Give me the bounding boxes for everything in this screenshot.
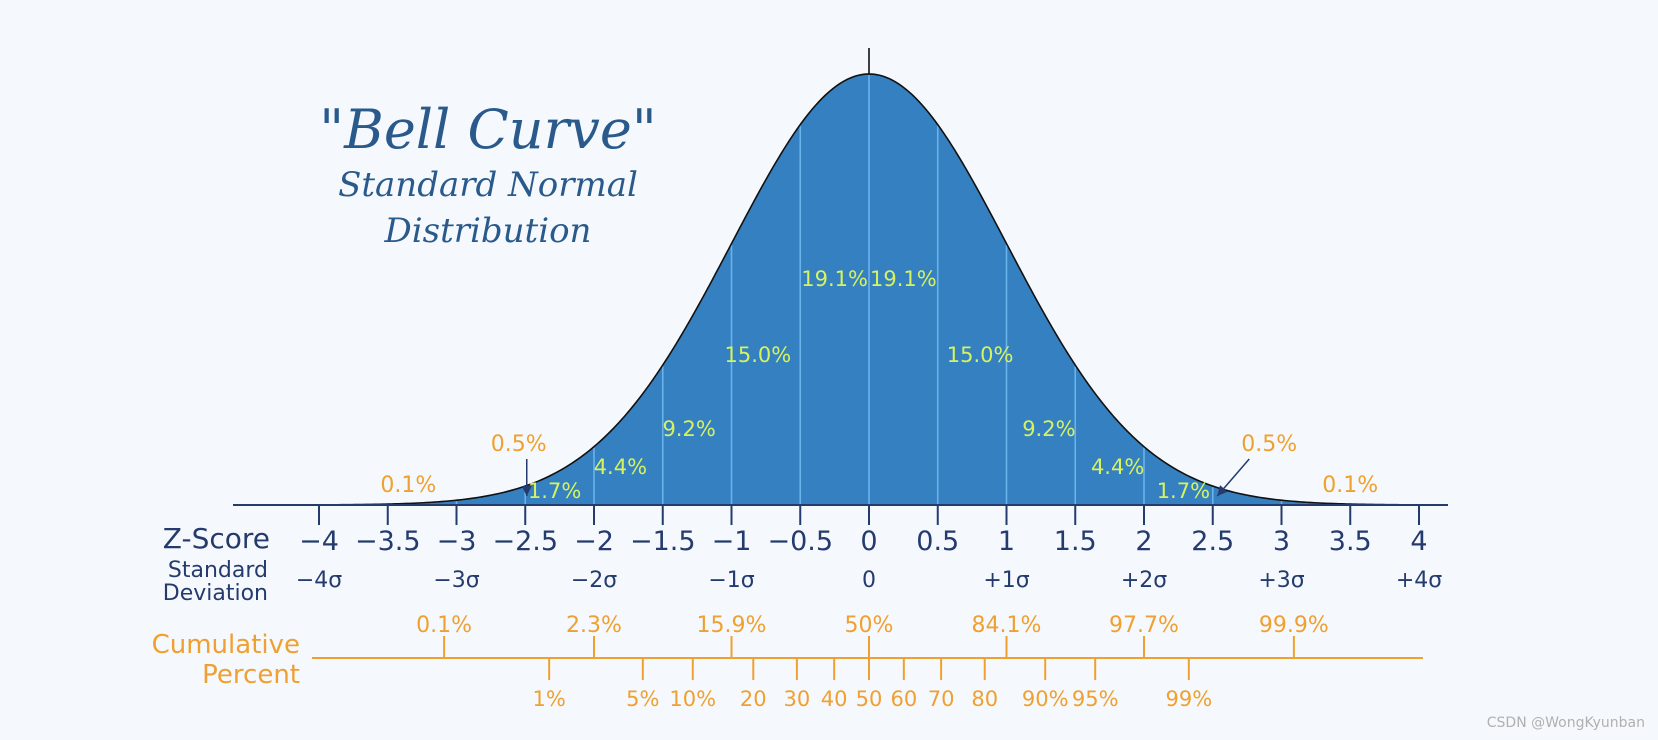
region-percent-label: 15.0% [725,343,792,367]
sd-tick-label: +3σ [1258,568,1304,593]
z-tick-label: 1.5 [1054,526,1097,557]
cumulative-lower-label: 20 [740,687,767,711]
region-percent-label: 15.0% [947,343,1014,367]
tail-arrow-head [521,486,532,496]
tail-percent-label: 0.5% [491,432,547,457]
cumulative-upper-label: 84.1% [972,613,1042,638]
region-percent-label: 1.7% [1157,479,1210,503]
chart-subtitle-line-2: Distribution [384,211,592,251]
z-tick-label: 0.5 [916,526,959,557]
z-tick-label: −2.5 [492,526,558,557]
z-tick-label: 3 [1273,526,1290,557]
z-tick-label: −1 [712,526,752,557]
cumulative-upper-label: 50% [845,613,894,638]
region-percent-label: 4.4% [594,455,647,479]
sd-axis-ticks: −4σ −3σ −2σ −1σ 0 +1σ +2σ +3σ +4σ [296,568,1442,593]
z-tick-label: −4 [299,526,339,557]
cumulative-lower-label: 99% [1165,687,1212,711]
cumulative-lower-label: 50 [856,687,883,711]
tail-percent-label: 0.1% [380,473,436,498]
cumulative-lower-label: 40 [821,687,848,711]
sd-tick-label: −2σ [571,568,617,593]
sigma-dividers [386,75,1352,506]
cumulative-upper-ticks: 0.1% 2.3% 15.9% 50% 84.1% 97.7% 99.9% [416,613,1329,658]
tail-percent-label: 0.5% [1241,432,1297,457]
z-tick-label: −3 [437,526,477,557]
region-percent-label: 1.7% [528,479,581,503]
region-percent-labels: 19.1% 19.1% 15.0% 15.0% 9.2% 9.2% 4.4% 4.4% 1.7%… [528,267,1210,503]
z-tick-label: 2 [1135,526,1152,557]
tail-percent-labels: 0.5% 0.5% 0.1% 0.1% [380,432,1378,498]
tail-arrow-head [1217,485,1228,496]
cumulative-upper-label: 2.3% [566,613,622,638]
z-axis-ticks: −4 −3.5 −3 −2.5 −2 −1.5 −1 −0.5 0 0.5 1 1.5 2 2.5 3 3.5… [299,505,1428,557]
cumulative-upper-label: 15.9% [697,613,767,638]
cumulative-lower-ticks: 1% 5% 10% 20 30 40 50 60 70 80 90% 95% 99% [533,658,1212,711]
z-tick-label: −0.5 [767,526,833,557]
cumulative-lower-label: 1% [533,687,566,711]
chart-title: "Bell Curve" [319,98,656,161]
cumulative-label-line-1: Cumulative [152,630,300,660]
sd-tick-label: −1σ [708,568,754,593]
z-tick-label: −3.5 [355,526,421,557]
region-percent-label: 4.4% [1091,455,1144,479]
credit-watermark: CSDN @WongKyunban [1487,715,1645,731]
cumulative-lower-label: 80 [971,687,998,711]
cumulative-lower-label: 10% [669,687,716,711]
sd-tick-label: +1σ [983,568,1029,593]
z-tick-label: 4 [1410,526,1427,557]
sd-tick-label: +4σ [1396,568,1442,593]
chart-subtitle-line-1: Standard Normal [338,165,638,205]
z-tick-label: 2.5 [1191,526,1234,557]
z-tick-label: −1.5 [630,526,696,557]
cumulative-lower-label: 30 [784,687,811,711]
region-percent-label: 19.1% [801,267,868,291]
cumulative-lower-label: 60 [890,687,917,711]
z-tick-label: 0 [860,526,877,557]
cumulative-label-line-2: Percent [202,660,300,690]
cumulative-upper-label: 97.7% [1109,613,1179,638]
tail-percent-label: 0.1% [1322,473,1378,498]
sd-label-line-2: Deviation [163,581,268,606]
cumulative-lower-label: 5% [626,687,659,711]
sd-tick-label: −3σ [433,568,479,593]
cumulative-lower-label: 95% [1072,687,1119,711]
sd-tick-label: −4σ [296,568,342,593]
sd-tick-label: +2σ [1121,568,1167,593]
region-percent-label: 9.2% [1022,417,1075,441]
cumulative-lower-label: 70 [928,687,955,711]
z-score-label: Z-Score [163,522,270,555]
z-tick-label: 3.5 [1329,526,1372,557]
z-tick-label: −2 [574,526,614,557]
z-tick-label: 1 [998,526,1015,557]
region-percent-label: 9.2% [662,417,715,441]
cumulative-upper-label: 99.9% [1259,613,1329,638]
sd-label-line-1: Standard [168,558,268,583]
sd-tick-label: 0 [862,568,876,593]
region-percent-label: 19.1% [870,267,937,291]
cumulative-upper-label: 0.1% [416,613,472,638]
cumulative-lower-label: 90% [1022,687,1069,711]
